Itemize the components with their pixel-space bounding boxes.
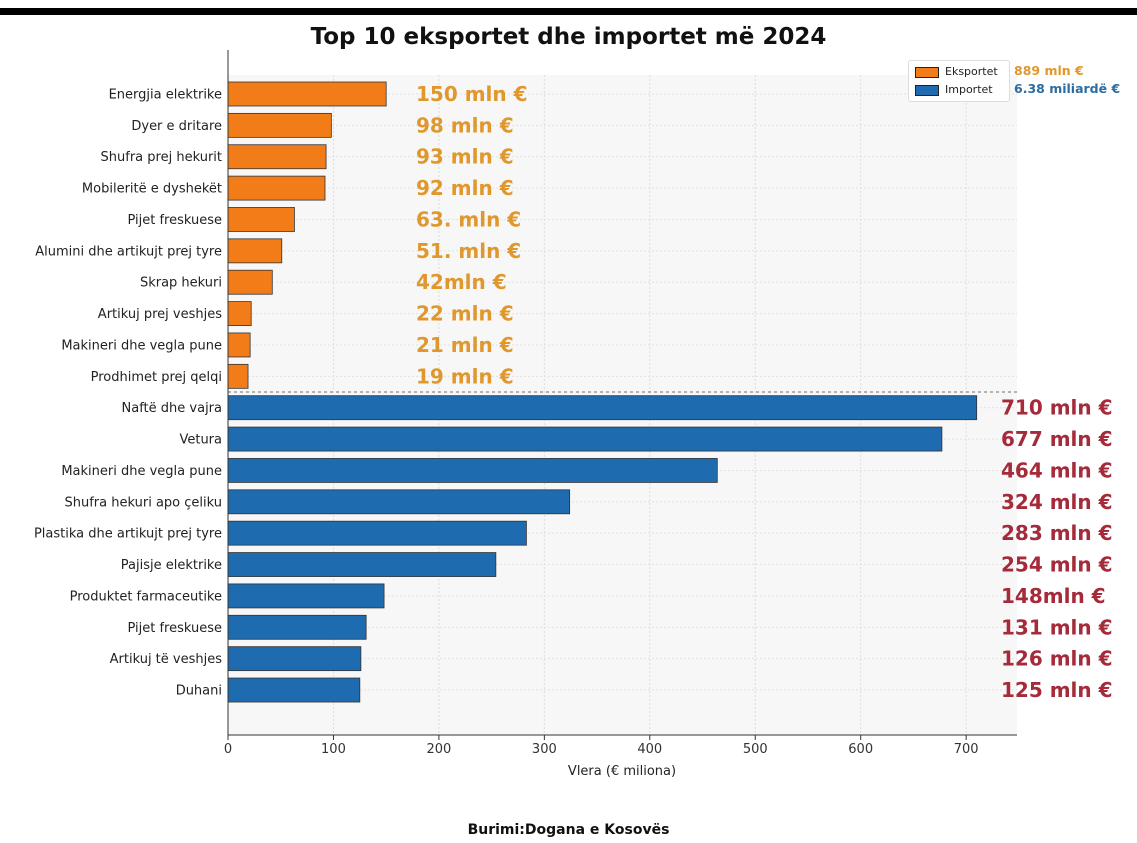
legend-label-imports: Importet bbox=[945, 83, 993, 96]
value-label: 42mln € bbox=[416, 270, 507, 294]
value-label: 254 mln € bbox=[1001, 553, 1113, 577]
x-tick-label: 300 bbox=[532, 742, 557, 757]
export-bar bbox=[227, 81, 387, 107]
import-bar bbox=[227, 489, 571, 515]
category-label: Pajisje elektrike bbox=[121, 558, 222, 573]
x-tick-label: 100 bbox=[321, 742, 346, 757]
category-label: Makineri dhe vegla pune bbox=[61, 338, 222, 353]
value-label: 148mln € bbox=[1001, 584, 1106, 608]
value-label: 324 mln € bbox=[1001, 490, 1113, 514]
category-label: Skrap hekuri bbox=[140, 276, 222, 291]
export-bar bbox=[227, 269, 273, 295]
x-tick-label: 200 bbox=[426, 742, 451, 757]
category-label: Dyer e dritare bbox=[131, 119, 222, 134]
value-label: 464 mln € bbox=[1001, 458, 1113, 482]
export-bar bbox=[227, 207, 295, 232]
export-bar bbox=[227, 363, 249, 389]
category-label: Naftë dhe vajra bbox=[122, 401, 222, 416]
import-bar bbox=[227, 677, 361, 703]
legend-item-exports: Eksportet bbox=[915, 65, 998, 78]
category-label: Pijet freskuese bbox=[127, 213, 222, 228]
import-bar bbox=[227, 426, 943, 452]
legend-total-exports: 889 mln € bbox=[1014, 63, 1084, 78]
legend: Eksportet Importet bbox=[908, 60, 1010, 102]
import-bar bbox=[227, 395, 978, 421]
value-label: 126 mln € bbox=[1001, 647, 1113, 671]
category-label: Artikuj prej veshjes bbox=[98, 307, 222, 322]
export-bar bbox=[227, 144, 327, 170]
value-label: 131 mln € bbox=[1001, 615, 1113, 639]
export-bar bbox=[227, 112, 332, 138]
value-label: 125 mln € bbox=[1001, 678, 1113, 702]
legend-swatch-exports bbox=[915, 66, 939, 78]
category-label: Alumini dhe artikujt prej tyre bbox=[35, 244, 222, 259]
x-tick-label: 700 bbox=[954, 742, 979, 757]
category-label: Produktet farmaceutike bbox=[70, 589, 222, 604]
import-bar bbox=[227, 458, 718, 483]
legend-label-exports: Eksportet bbox=[945, 65, 998, 78]
value-label: 19 mln € bbox=[416, 364, 514, 388]
import-bar bbox=[227, 583, 385, 609]
category-label: Makineri dhe vegla pune bbox=[61, 464, 222, 479]
category-label: Shufra prej hekurit bbox=[101, 150, 222, 165]
x-tick-label: 600 bbox=[848, 742, 873, 757]
value-label: 93 mln € bbox=[416, 145, 514, 169]
value-label: 150 mln € bbox=[416, 82, 528, 106]
value-label: 22 mln € bbox=[416, 302, 514, 326]
value-label: 710 mln € bbox=[1001, 396, 1113, 420]
value-label: 63. mln € bbox=[416, 207, 521, 231]
legend-total-imports: 6.38 miliardë € bbox=[1014, 81, 1121, 96]
import-bar bbox=[227, 646, 362, 672]
import-bar bbox=[227, 614, 367, 640]
top-border-bar bbox=[0, 8, 1137, 15]
export-bar bbox=[227, 175, 326, 201]
x-tick-label: 0 bbox=[224, 742, 232, 757]
legend-item-imports: Importet bbox=[915, 83, 993, 96]
x-tick-label: 500 bbox=[743, 742, 768, 757]
import-bar bbox=[227, 552, 497, 577]
x-tick-label: 400 bbox=[637, 742, 662, 757]
x-axis-label: Vlera (€ miliona) bbox=[568, 764, 676, 779]
legend-swatch-imports bbox=[915, 84, 939, 96]
import-bar bbox=[227, 520, 527, 546]
export-bar bbox=[227, 301, 252, 326]
value-label: 21 mln € bbox=[416, 333, 514, 357]
category-label: Pijet freskuese bbox=[127, 621, 222, 636]
value-label: 98 mln € bbox=[416, 113, 514, 137]
category-label: Shufra hekuri apo çeliku bbox=[65, 495, 223, 510]
category-label: Mobileritë e dyshekët bbox=[82, 182, 222, 197]
export-bar bbox=[227, 332, 251, 358]
source-caption: Burimi:Dogana e Kosovës bbox=[467, 822, 670, 838]
export-bar bbox=[227, 238, 283, 264]
category-label: Plastika dhe artikujt prej tyre bbox=[34, 527, 222, 542]
chart-title: Top 10 eksportet dhe importet më 2024 bbox=[310, 24, 827, 50]
value-label: 677 mln € bbox=[1001, 427, 1113, 451]
category-label: Vetura bbox=[179, 433, 222, 448]
value-label: 92 mln € bbox=[416, 176, 514, 200]
value-label: 51. mln € bbox=[416, 239, 521, 263]
category-label: Artikuj të veshjes bbox=[110, 652, 223, 667]
category-label: Prodhimet prej qelqi bbox=[91, 370, 222, 385]
value-label: 283 mln € bbox=[1001, 521, 1113, 545]
category-label: Energjia elektrike bbox=[109, 88, 222, 103]
category-label: Duhani bbox=[176, 684, 222, 699]
